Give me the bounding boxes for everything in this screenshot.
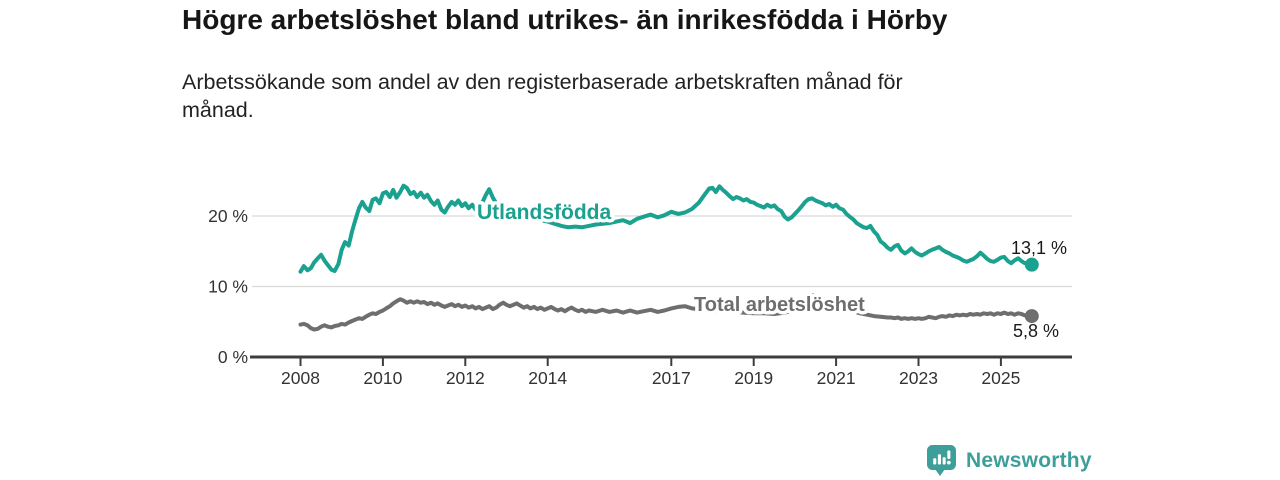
line-utlandsf-dda [298,183,1034,274]
y-tick-label: 20 % [208,206,248,226]
newsworthy-branding: Newsworthy [926,444,1092,477]
y-tick-label: 0 % [218,347,248,367]
series-label-utlandsfodda: Utlandsfödda [477,201,611,224]
brand-wordmark: Newsworthy [966,448,1092,472]
x-tick-label: 2010 [363,368,402,388]
x-tick-label: 2017 [652,368,691,388]
y-tick-label: 10 % [208,277,248,297]
end-dot [1024,257,1039,272]
value-label-utlandsfodda: 13,1 % [1011,238,1067,258]
x-tick-label: 2025 [981,368,1020,388]
series-label-total-arbetsloshet: Total arbetslöshet [694,294,865,316]
value-label-total: 5,8 % [1013,321,1059,341]
x-tick-label: 2012 [446,368,485,388]
x-tick-label: 2014 [528,368,567,388]
data-lines [298,183,1034,332]
end-dots [1024,257,1039,324]
line-total-arbetsl-shet [298,293,1034,332]
x-tick-label: 2023 [899,368,938,388]
chart-title: Högre arbetslöshet bland utrikes- än inr… [182,4,948,35]
x-axis: 0 % 10 % 20 % 2008 2010 2012 2014 2017 2019 2021 2… [208,206,1072,388]
x-tick-label: 2008 [281,368,320,388]
x-tick-label: 2019 [734,368,773,388]
end-dot [1024,309,1039,324]
newsworthy-logo-icon [926,444,957,477]
x-tick-label: 2021 [817,368,856,388]
chart-subtitle: Arbetssökande som andel av den registerb… [182,70,903,122]
